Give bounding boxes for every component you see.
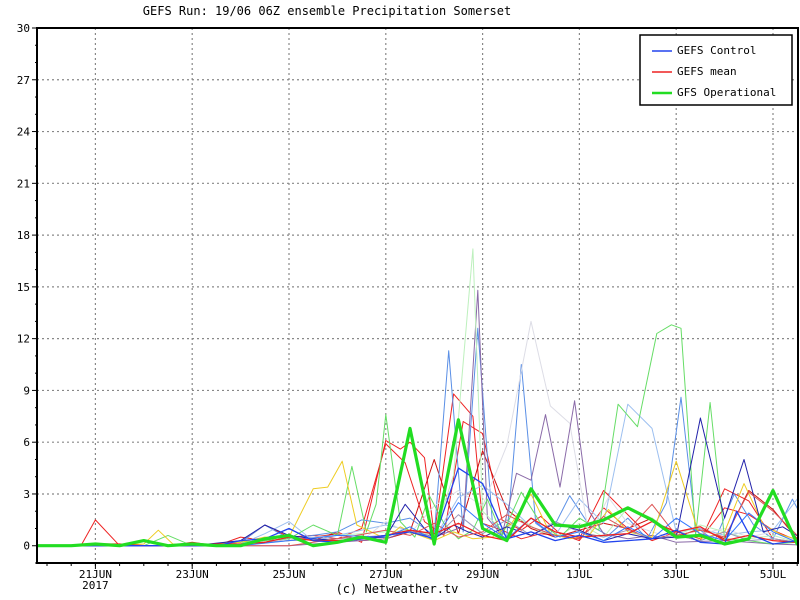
main-series [37, 418, 798, 548]
ensemble-member-line-8 [37, 248, 798, 547]
legend-label-gfs-operational: GFS Operational [677, 86, 776, 99]
chart-title: GEFS Run: 19/06 06Z ensemble Precipitati… [143, 4, 511, 18]
ensemble-member-line-14 [37, 502, 798, 547]
ensemble-member-line-10 [37, 460, 798, 547]
ensemble-member-line-7 [37, 289, 798, 547]
y-tick-label: 27 [17, 74, 30, 87]
y-axis: 0 3 6 9 12 15 18 21 24 27 30 [17, 22, 37, 564]
y-tick-label: 15 [17, 281, 30, 294]
x-tick-label: 25JUN [272, 568, 305, 581]
x-tick-label: 27JUN [369, 568, 402, 581]
x-tick-label: 23JUN [176, 568, 209, 581]
x-tick-label: 21JUN [79, 568, 112, 581]
legend-label-gefs-mean: GEFS mean [677, 65, 737, 78]
legend: GEFS Control GEFS mean GFS Operational [639, 34, 793, 106]
x-tick-label: 3JUL [663, 568, 690, 581]
x-tick-label: 1JUL [566, 568, 593, 581]
series-line-gfs-operational [37, 418, 798, 548]
y-tick-label: 0 [23, 540, 30, 553]
x-tick-label: 29JUN [466, 568, 499, 581]
y-tick-label: 30 [17, 22, 30, 35]
grid [37, 28, 798, 563]
ensemble-member-line-4 [37, 327, 798, 547]
y-tick-label: 21 [17, 177, 30, 190]
x-tick-sublabel: 2017 [82, 579, 109, 592]
ensemble-members [37, 248, 798, 547]
x-tick-label: 5JUL [760, 568, 787, 581]
credit-text: (c) Netweather.tv [336, 582, 459, 596]
legend-label-gefs-control: GEFS Control [677, 44, 756, 57]
plot-frame [36, 27, 799, 564]
y-tick-label: 3 [23, 488, 30, 501]
ensemble-member-line-6 [37, 320, 798, 547]
y-tick-label: 9 [23, 384, 30, 397]
y-tick-label: 18 [17, 229, 30, 242]
y-tick-label: 6 [23, 436, 30, 449]
y-tick-label: 12 [17, 333, 30, 346]
y-tick-label: 24 [17, 126, 31, 139]
